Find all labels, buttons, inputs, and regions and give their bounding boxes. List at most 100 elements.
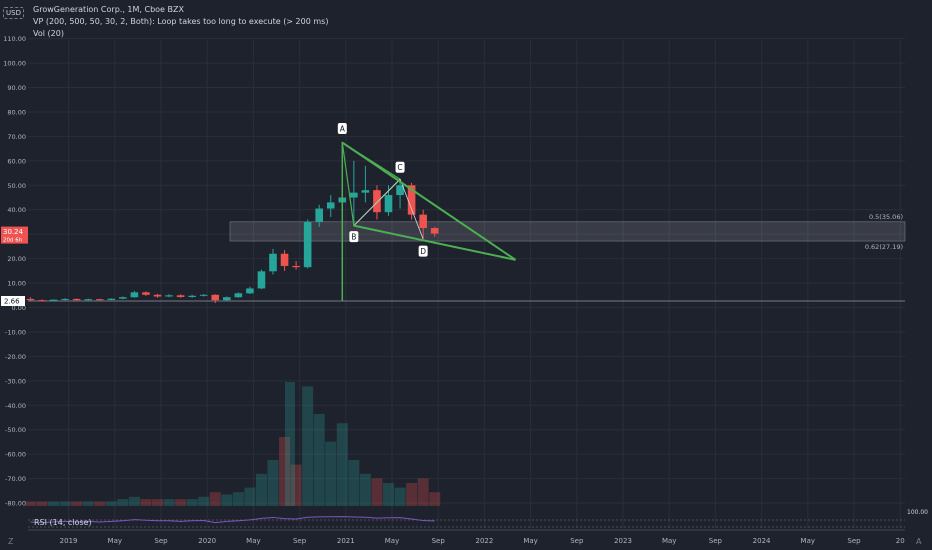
candle-body [419, 214, 427, 229]
pattern-upper-line [341, 141, 517, 261]
volume-bar [429, 492, 441, 506]
y-tick-label: 10.00 [7, 280, 26, 288]
currency-badge[interactable]: USD [3, 7, 24, 19]
volume-bar [140, 499, 152, 506]
candle-body [142, 292, 150, 295]
volume-bar [59, 501, 71, 506]
volume-bar [94, 501, 106, 506]
candle-body [315, 208, 323, 222]
pattern-point-badge [337, 123, 347, 135]
candle-body [269, 253, 277, 272]
volume-bar [279, 437, 291, 506]
volume-bar [198, 496, 210, 506]
candle-body [130, 292, 139, 298]
candle-body [280, 253, 289, 266]
volume-indicator-label[interactable]: Vol (20) [33, 29, 64, 38]
y-tick-label: -20.00 [5, 353, 26, 361]
volume-bar [128, 496, 140, 506]
y-tick-label: 60.00 [7, 157, 26, 165]
volume-bar [152, 499, 163, 506]
volume-bar [302, 386, 314, 506]
price-axis[interactable]: 110.00 100.00 90.00 80.00 70.00 60.00 50.00 40.… [3, 35, 26, 507]
x-tick-label: 2024 [753, 537, 771, 545]
x-tick-label: 2023 [614, 537, 632, 545]
pattern-point-badge [418, 245, 428, 257]
volume-bar [267, 460, 279, 506]
y-tick-label: -80.00 [5, 500, 26, 508]
x-tick-label: Sep [570, 537, 584, 545]
volume-bar [175, 499, 187, 506]
candle-body [119, 297, 127, 299]
candle-body [292, 265, 300, 268]
candle-body [373, 190, 381, 213]
volume-bar [348, 460, 360, 506]
pattern-point-badge [395, 161, 405, 173]
volume-bar [325, 441, 337, 506]
x-tick-label: Sep [293, 537, 307, 545]
candle-body [38, 300, 46, 302]
x-tick-label: Sep [709, 537, 723, 545]
pattern-point-label: C [397, 163, 402, 172]
y-tick-label: -50.00 [5, 426, 26, 434]
volume-bar [24, 501, 36, 506]
vp-indicator-label[interactable]: VP (200, 500, 50, 30, 2, Both): Loop tak… [33, 17, 329, 26]
candle-body [61, 298, 69, 300]
volume-bar [48, 501, 60, 506]
x-tick-label: May [108, 537, 122, 545]
volume-bar [71, 501, 83, 506]
pattern-leg-cd [399, 179, 424, 240]
harmonic-pattern: A B C D [337, 123, 517, 301]
pattern-leg-bc [353, 178, 401, 226]
x-tick-label: Sep [432, 537, 446, 545]
y-tick-label: 100.00 [3, 60, 26, 68]
candle-body [257, 271, 266, 289]
volume-bar [406, 483, 418, 506]
y-tick-label: 20.00 [7, 255, 26, 263]
rsi-indicator-label[interactable]: RSI (14, close) [34, 518, 92, 527]
candle-body [84, 299, 92, 301]
x-tick-label: May [523, 537, 537, 545]
volume-bar [232, 492, 244, 506]
y-tick-label: 110.00 [3, 35, 26, 43]
pattern-point-badge [349, 231, 359, 243]
y-tick-label: 70.00 [7, 133, 26, 141]
candle-body [223, 297, 231, 301]
last-price-value: 30.24 [3, 228, 24, 236]
symbol-title[interactable]: GrowGeneration Corp., 1M, Cboe BZX [33, 5, 184, 14]
rsi-scale-value: 100.00 [907, 509, 928, 516]
volume-bar [290, 464, 302, 506]
y-tick-label: -10.00 [5, 328, 26, 336]
candle-body [211, 294, 220, 301]
x-tick-label: May [385, 537, 399, 545]
volume-bar [163, 499, 175, 506]
volume-bar [255, 473, 267, 506]
candle-body [384, 195, 393, 213]
candle-body [350, 192, 358, 198]
x-tick-label: 2020 [198, 537, 216, 545]
y-tick-label: 80.00 [7, 108, 26, 116]
y-tick-label: 0.00 [12, 304, 26, 312]
candle-body [176, 295, 185, 297]
volume-bar [209, 492, 221, 506]
x-tick-label: May [662, 537, 676, 545]
candle-body [95, 299, 104, 301]
time-axis[interactable]: 2019 May Sep 2020 May Sep 2021 May Sep 2022 May Sep… [28, 529, 905, 545]
auto-scale-icon[interactable]: A [916, 537, 922, 546]
volume-bar [117, 499, 129, 506]
candle-body [165, 295, 173, 297]
pattern-triangle-abc [341, 141, 402, 227]
candle-body [361, 190, 370, 193]
fib-level-label: 0.5(35.06) [869, 213, 903, 221]
x-tick-label: 2019 [60, 537, 78, 545]
pattern-point-label: A [340, 124, 346, 133]
volume-bars [24, 382, 441, 506]
pattern-point-label: B [351, 232, 356, 241]
x-tick-label: 20 [896, 537, 905, 545]
zoom-icon[interactable]: Z [8, 537, 14, 546]
volume-bar [417, 478, 429, 506]
baseline-value: 2.66 [4, 297, 20, 305]
fib-level-label: 0.62(27.19) [865, 243, 903, 251]
candle-body [49, 299, 58, 301]
volume-bar [105, 501, 117, 506]
y-tick-label: -60.00 [5, 451, 26, 459]
